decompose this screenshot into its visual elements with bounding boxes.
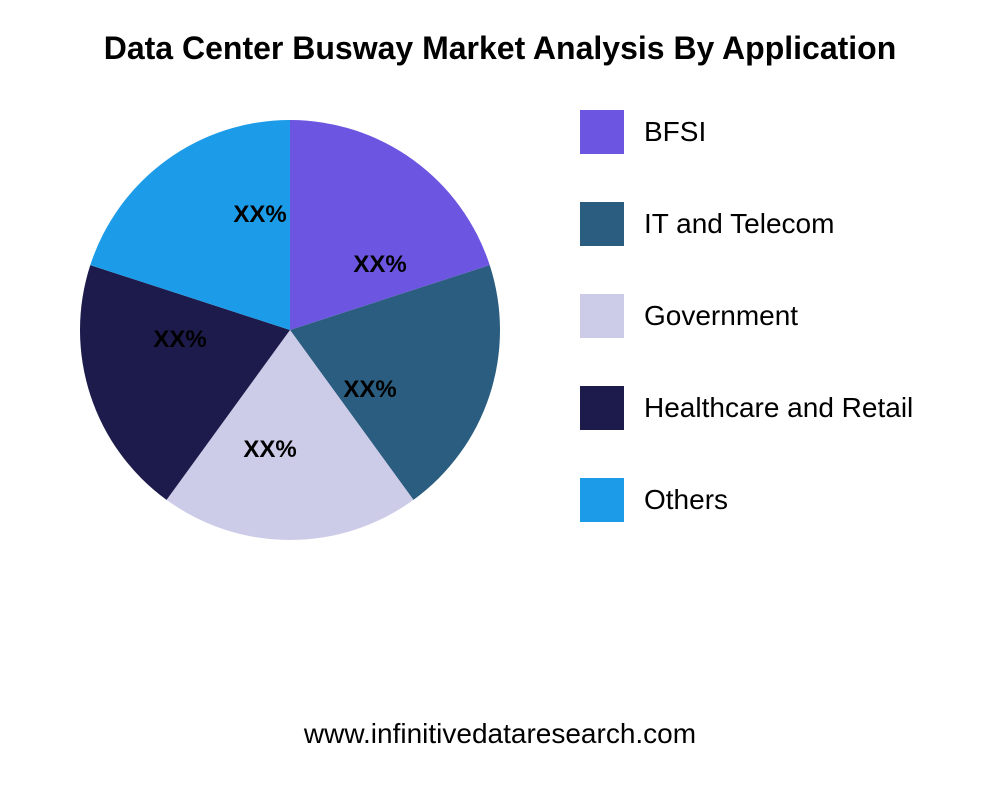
pie-chart-container: XX% XX% XX% XX% XX% xyxy=(80,120,500,540)
legend-label: Government xyxy=(644,300,798,332)
legend-swatch xyxy=(580,202,624,246)
legend-item: BFSI xyxy=(580,110,913,154)
footer-url: www.infinitivedataresearch.com xyxy=(304,718,696,750)
legend-item: IT and Telecom xyxy=(580,202,913,246)
legend-label: IT and Telecom xyxy=(644,208,834,240)
pie-chart: XX% XX% XX% XX% XX% xyxy=(80,120,500,540)
legend-item: Others xyxy=(580,478,913,522)
legend-label: Healthcare and Retail xyxy=(644,392,913,424)
legend-item: Healthcare and Retail xyxy=(580,386,913,430)
legend-label: BFSI xyxy=(644,116,706,148)
chart-title: Data Center Busway Market Analysis By Ap… xyxy=(104,30,897,67)
slice-value-label: XX% xyxy=(153,326,206,354)
slice-value-label: XX% xyxy=(233,201,286,229)
slice-value-label: XX% xyxy=(343,376,396,404)
legend-label: Others xyxy=(644,484,728,516)
legend: BFSI IT and Telecom Government Healthcare a… xyxy=(580,110,913,522)
legend-swatch xyxy=(580,478,624,522)
slice-value-label: XX% xyxy=(243,436,296,464)
legend-item: Government xyxy=(580,294,913,338)
pie-svg xyxy=(80,120,500,540)
legend-swatch xyxy=(580,294,624,338)
legend-swatch xyxy=(580,386,624,430)
slice-value-label: XX% xyxy=(353,251,406,279)
legend-swatch xyxy=(580,110,624,154)
